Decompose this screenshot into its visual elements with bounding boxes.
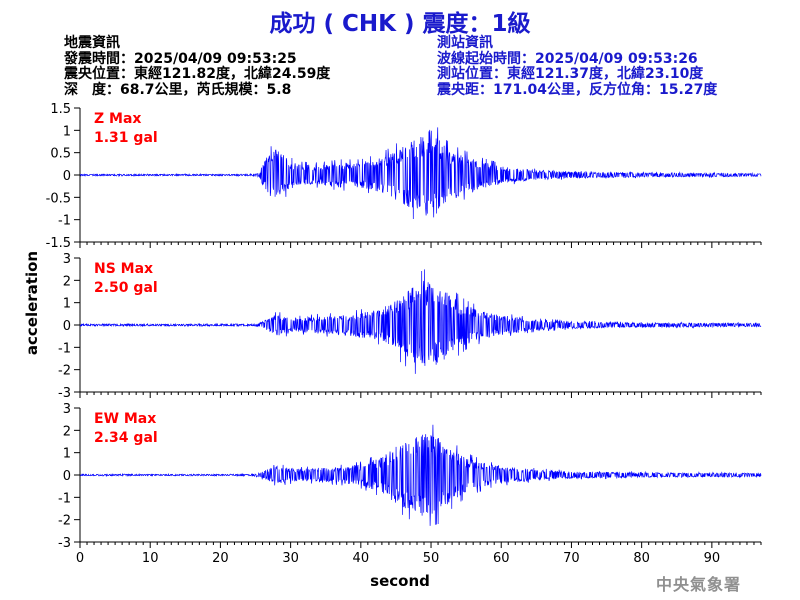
max-value: 1.31 gal <box>94 130 158 146</box>
wave-onset-time: 波線起始時間：2025/04/09 09:53:26 <box>437 50 698 67</box>
y-tick-label: 1 <box>63 124 71 139</box>
y-tick-label: 0 <box>63 319 71 334</box>
panel-ns: -3 -2 -1 0 1 2 3 NS Max 2.50 gal <box>58 252 762 401</box>
x-tick-label: 70 <box>563 551 580 566</box>
y-tick-label: -2 <box>58 364 71 379</box>
y-tick-label: 3 <box>63 402 71 417</box>
earthquake-info-heading: 地震資訊 <box>64 35 120 51</box>
y-tick-label: -1 <box>58 341 71 356</box>
y-tick-label: 1.5 <box>50 102 71 117</box>
max-label: EW Max <box>94 411 156 427</box>
trace-ew <box>79 424 762 526</box>
y-tick-label: 0.5 <box>50 147 71 162</box>
origin-time: 發震時間：2025/04/09 09:53:25 <box>64 50 297 67</box>
y-tick-label: -1 <box>58 491 71 506</box>
x-tick-label: 80 <box>633 551 650 566</box>
y-tick-label: 1 <box>63 447 71 462</box>
max-value: 2.50 gal <box>94 280 158 296</box>
x-tick-label: 30 <box>282 551 299 566</box>
y-tick-label: -1 <box>58 214 71 229</box>
x-tick-label: 20 <box>212 551 229 566</box>
max-label: Z Max <box>94 111 141 127</box>
earthquake-info: 地震資訊 發震時間：2025/04/09 09:53:25 震央位置：東經121… <box>64 35 331 98</box>
epicenter-location: 震央位置：東經121.82度，北緯24.59度 <box>64 66 331 82</box>
station-info: 測站資訊 波線起始時間：2025/04/09 09:53:26 測站位置：東經1… <box>437 35 718 98</box>
station-location: 測站位置：東經121.37度，北緯23.10度 <box>437 66 704 82</box>
trace-ns <box>79 269 762 374</box>
x-tick-label: 60 <box>493 551 510 566</box>
panel-z: -1.5 -1 -0.5 0 0.5 1 1.5 Z Max 1.31 gal <box>46 102 762 251</box>
y-tick-label: -2 <box>58 514 71 529</box>
depth-magnitude: 深 度：68.7公里，芮氏規模：5.8 <box>64 81 292 98</box>
y-tick-label: 2 <box>63 424 71 439</box>
y-tick-label: -3 <box>58 386 71 401</box>
y-tick-label: 2 <box>63 274 71 289</box>
x-tick-label: 40 <box>353 551 370 566</box>
y-tick-label: 0 <box>63 469 71 484</box>
station-info-heading: 測站資訊 <box>437 35 493 51</box>
y-tick-label: -3 <box>58 536 71 551</box>
y-tick-label: -1.5 <box>46 236 71 251</box>
x-tick-label: 10 <box>142 551 159 566</box>
chart-title: 成功 ( CHK ) 震度：1級 <box>269 11 531 37</box>
x-tick-label: 90 <box>704 551 721 566</box>
x-axis-title: second <box>370 572 430 590</box>
y-tick-label: 0 <box>63 169 71 184</box>
y-tick-label: 3 <box>63 252 71 267</box>
x-tick-label: 0 <box>76 551 84 566</box>
y-axis-title: acceleration <box>23 251 41 355</box>
agency-watermark: 中央氣象署 <box>656 575 742 594</box>
distance-azimuth: 震央距：171.04公里，反方位角：15.27度 <box>437 81 718 98</box>
trace-z <box>79 127 762 219</box>
max-value: 2.34 gal <box>94 430 158 446</box>
max-label: NS Max <box>94 261 153 277</box>
y-tick-label: -0.5 <box>46 191 71 206</box>
x-tick-label: 50 <box>423 551 440 566</box>
y-tick-label: 1 <box>63 297 71 312</box>
